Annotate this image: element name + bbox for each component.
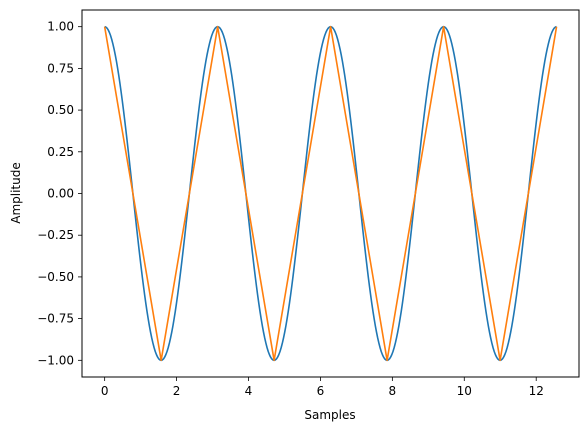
x-tick-label: 6 [317,384,325,398]
y-tick-label: −0.75 [37,312,74,326]
series-line-2 [103,25,558,362]
y-tick-label: −0.50 [37,270,74,284]
y-tick-label: −1.00 [37,353,74,367]
y-tick-label: 0.25 [47,145,74,159]
series-layer [103,25,558,362]
y-tick-label: 1.00 [47,20,74,34]
y-axis: −1.00 −0.75 −0.50 −0.25 0.00 0.25 0.50 0.75 1.00 [37,20,82,367]
x-tick-label: 8 [389,384,397,398]
y-tick-label: −0.25 [37,228,74,242]
x-tick-label: 4 [245,384,253,398]
x-tick-label: 0 [101,384,109,398]
x-tick-label: 12 [529,384,544,398]
y-axis-label: Amplitude [9,162,23,224]
y-tick-label: 0.50 [47,103,74,117]
x-tick-label: 2 [173,384,181,398]
x-axis-label: Samples [304,408,355,422]
y-tick-label: 0.75 [47,61,74,75]
x-tick-label: 10 [457,384,472,398]
x-axis: 0 2 4 6 8 10 12 [101,377,544,398]
plot-area [81,9,580,378]
y-tick-label: 0.00 [47,187,74,201]
